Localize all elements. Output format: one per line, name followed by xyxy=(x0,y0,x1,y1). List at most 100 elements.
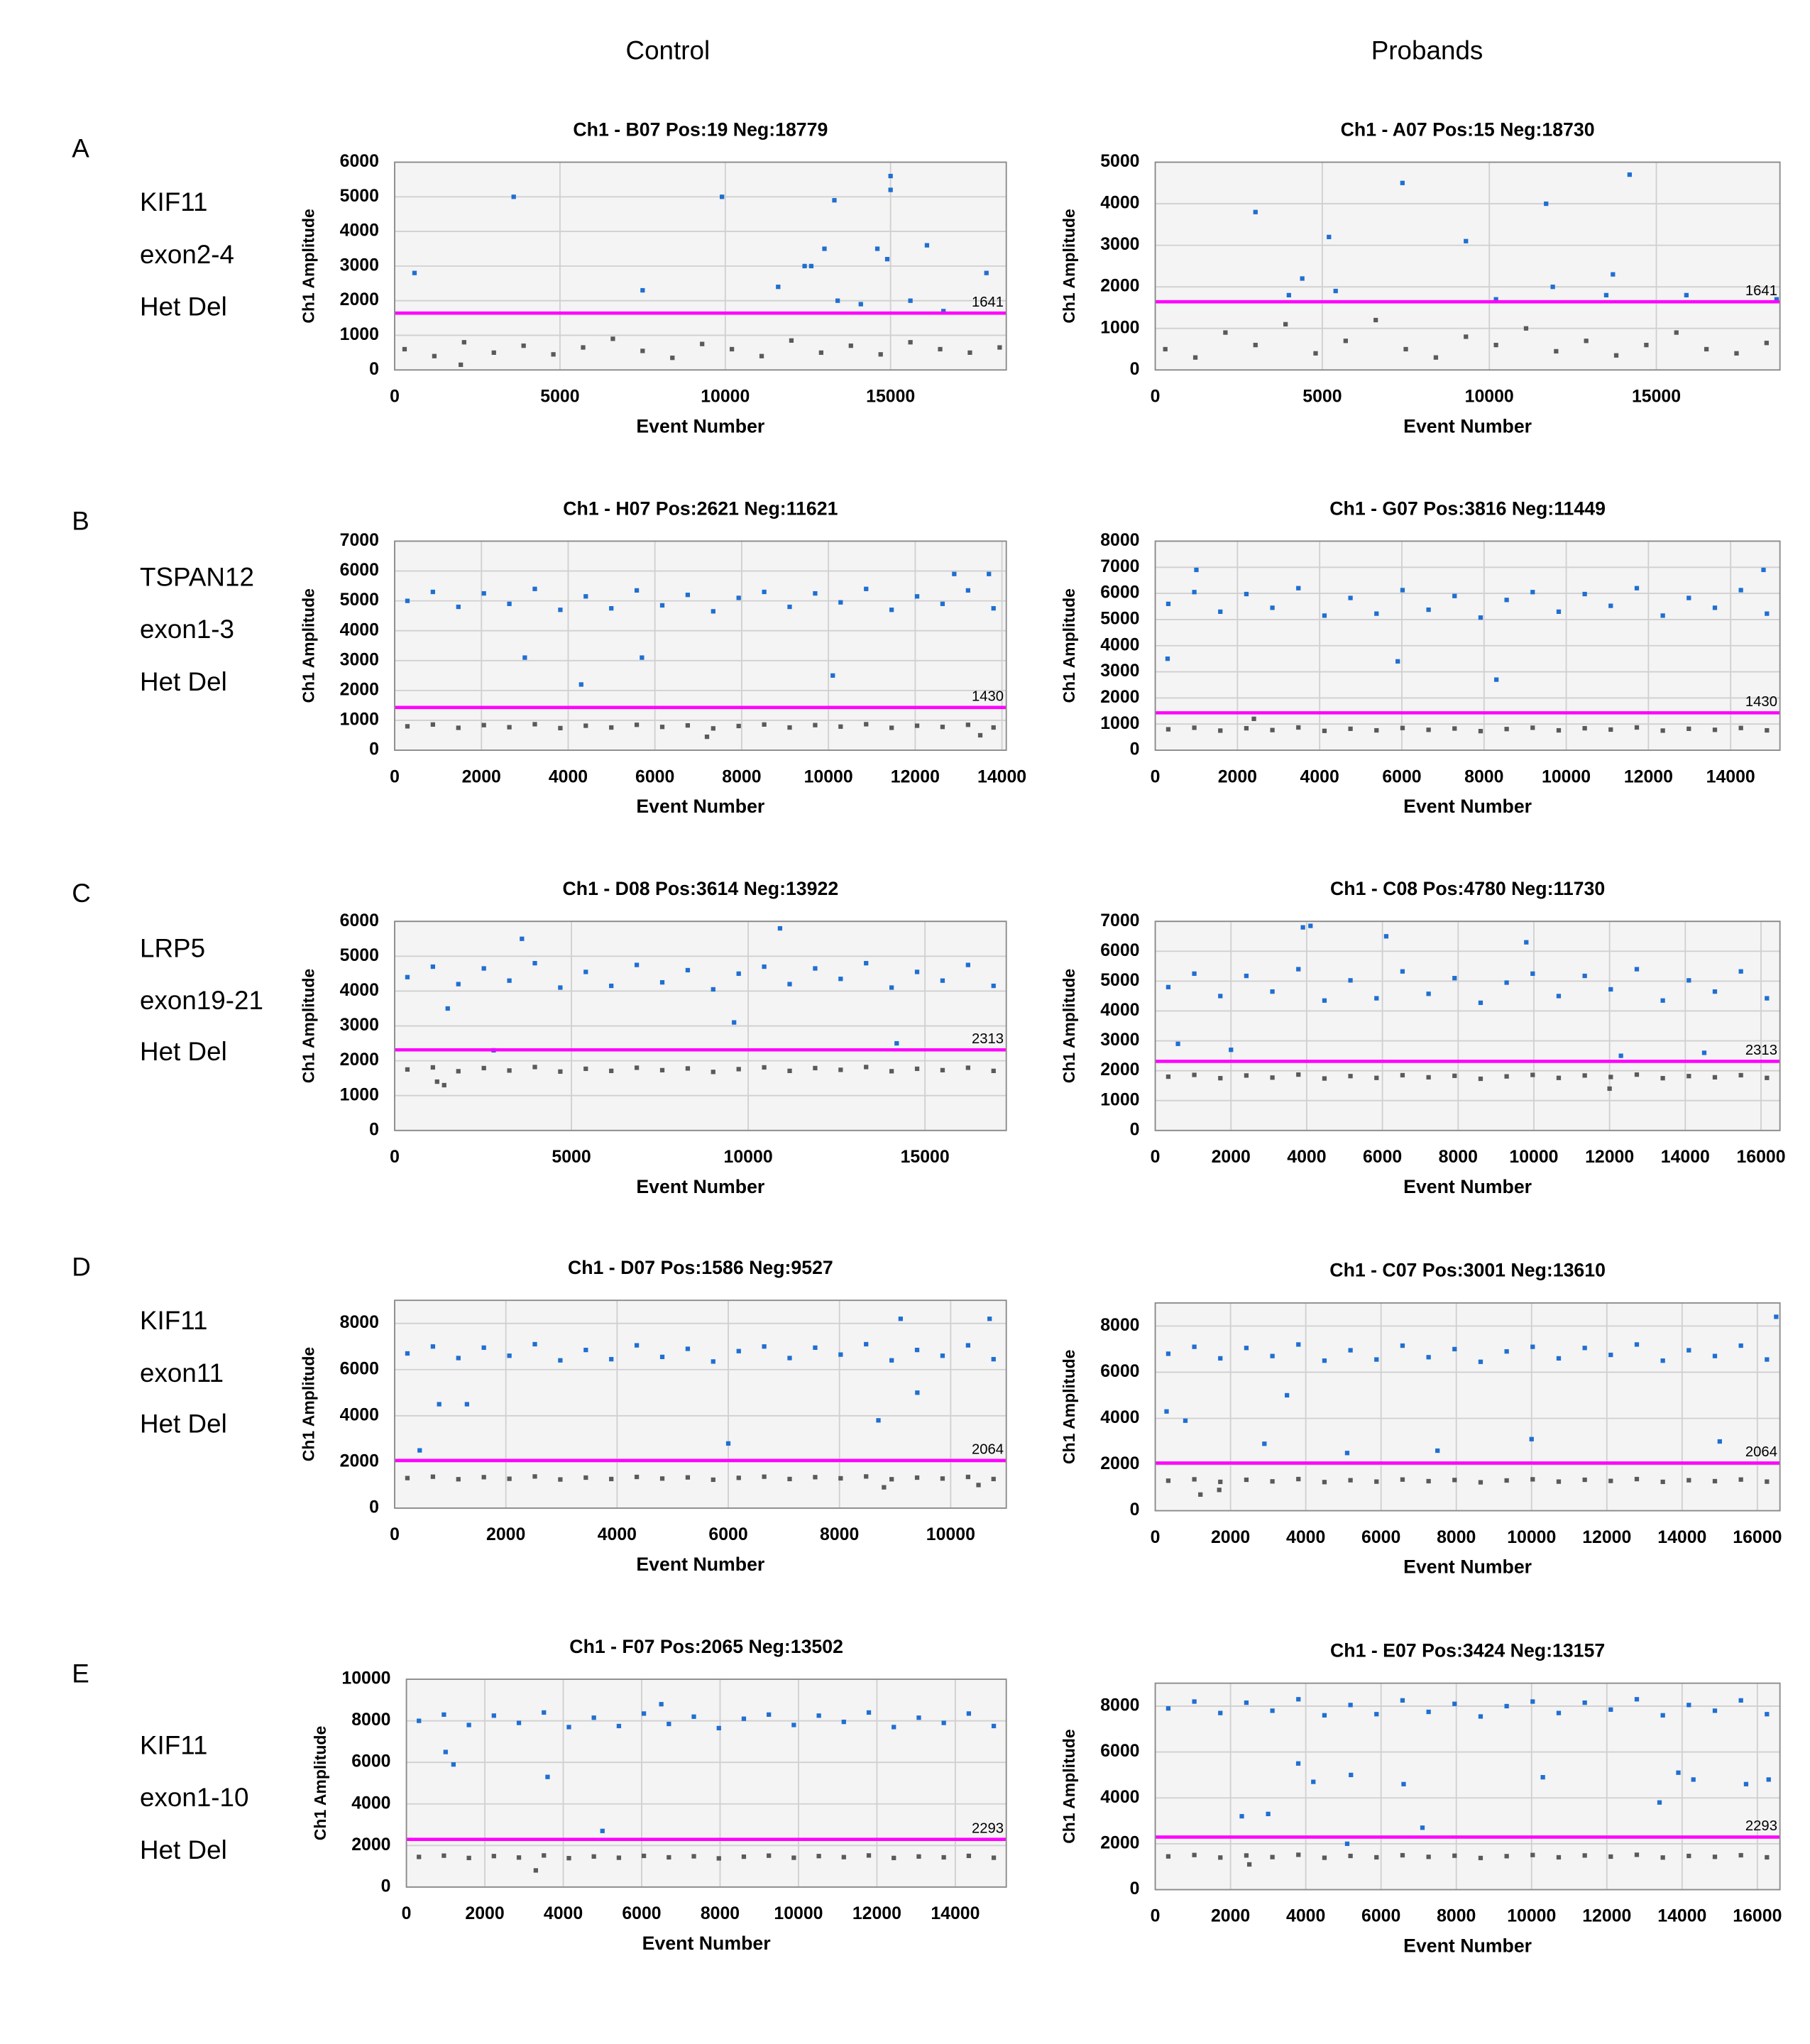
droplet xyxy=(685,593,691,598)
droplet xyxy=(583,1066,588,1072)
droplet xyxy=(838,1352,843,1357)
y-tick-label: 3000 xyxy=(340,1016,379,1035)
x-tick-label: 12000 xyxy=(1585,1148,1634,1167)
droplet xyxy=(813,590,818,596)
x-tick-label: 4000 xyxy=(1300,767,1339,786)
plot-area: 2313 xyxy=(395,925,1007,1088)
droplet xyxy=(430,1344,436,1349)
droplet xyxy=(1218,728,1223,733)
droplet xyxy=(685,1346,691,1351)
y-tick-label: 8000 xyxy=(1100,1696,1139,1715)
droplet xyxy=(610,336,615,341)
droplet xyxy=(776,285,781,290)
droplet xyxy=(915,1390,920,1395)
droplet xyxy=(430,964,436,969)
droplet xyxy=(1712,605,1718,610)
droplet xyxy=(1676,1770,1681,1775)
row-label: exon19-21 xyxy=(140,986,263,1015)
droplet xyxy=(634,588,640,593)
droplet xyxy=(1192,590,1197,595)
droplet xyxy=(466,1722,471,1727)
droplet xyxy=(640,287,645,293)
x-tick-label: 10000 xyxy=(1507,1907,1556,1926)
droplet xyxy=(1426,1855,1431,1859)
droplet xyxy=(864,722,869,727)
droplet xyxy=(1582,1346,1587,1351)
droplet xyxy=(1239,1813,1244,1819)
droplet xyxy=(938,346,943,352)
droplet xyxy=(914,594,920,599)
droplet xyxy=(1765,1357,1770,1362)
droplet xyxy=(1296,1072,1301,1077)
droplet xyxy=(532,1474,537,1479)
droplet xyxy=(609,725,614,730)
droplet xyxy=(1435,1448,1440,1454)
y-tick-label: 4000 xyxy=(340,221,379,241)
row-label: exon2-4 xyxy=(140,240,234,269)
droplet xyxy=(1218,609,1223,615)
droplet xyxy=(965,962,970,967)
y-axis-title: Ch1 Amplitude xyxy=(1060,209,1078,323)
plot-border xyxy=(394,540,1007,751)
y-tick-label: 0 xyxy=(369,1498,379,1517)
droplet xyxy=(1218,1855,1223,1860)
droplet xyxy=(1608,1352,1613,1358)
droplet xyxy=(1165,601,1171,606)
droplet xyxy=(914,1475,920,1480)
y-tick-label: 1000 xyxy=(340,325,379,344)
droplet xyxy=(787,982,792,987)
droplet xyxy=(667,1721,671,1727)
plot-area: 1641 xyxy=(1155,172,1780,360)
plot-background xyxy=(1155,1683,1780,1890)
droplet xyxy=(1165,727,1171,732)
panel-letter: A xyxy=(72,134,89,163)
droplet xyxy=(816,1713,821,1718)
x-tick-label: 6000 xyxy=(1363,1148,1402,1167)
droplet xyxy=(1300,276,1305,281)
droplet xyxy=(1244,1700,1249,1705)
y-tick-label: 5000 xyxy=(1100,971,1139,990)
droplet xyxy=(889,1358,894,1363)
droplet xyxy=(1478,1480,1483,1485)
droplet xyxy=(767,1712,772,1717)
droplet xyxy=(481,1065,486,1071)
chart-title: Ch1 - D07 Pos:1586 Neg:9527 xyxy=(568,1257,833,1278)
x-tick-label: 10000 xyxy=(804,767,853,786)
droplet xyxy=(1348,1853,1353,1859)
y-tick-label: 1000 xyxy=(340,710,379,730)
droplet xyxy=(736,1348,741,1353)
droplet xyxy=(456,725,461,730)
x-tick-label: 10000 xyxy=(1542,767,1591,786)
y-tick-label: 6000 xyxy=(1100,583,1139,603)
droplet xyxy=(659,980,665,985)
x-tick-label: 8000 xyxy=(1437,1907,1476,1926)
droplet xyxy=(711,609,715,614)
droplet xyxy=(965,722,970,727)
chart-title: Ch1 - E07 Pos:3424 Neg:13157 xyxy=(1330,1639,1605,1661)
droplet xyxy=(532,1065,537,1070)
x-tick-label: 14000 xyxy=(1661,1148,1710,1167)
row-label: KIF11 xyxy=(140,187,207,216)
droplet xyxy=(1504,1478,1509,1483)
droplet xyxy=(892,1855,896,1860)
droplet xyxy=(459,362,464,368)
droplet xyxy=(441,1712,446,1717)
droplet xyxy=(884,257,890,262)
droplet xyxy=(417,1718,422,1723)
x-tick-label: 2000 xyxy=(465,1904,504,1923)
y-tick-label: 4000 xyxy=(1100,635,1139,654)
y-tick-label: 2000 xyxy=(340,1451,379,1471)
droplet xyxy=(952,571,957,576)
droplet xyxy=(1244,591,1249,597)
droplet xyxy=(1452,1346,1457,1352)
droplet xyxy=(659,603,665,608)
y-tick-label: 6000 xyxy=(340,911,379,930)
droplet xyxy=(813,722,818,727)
droplet xyxy=(1452,1701,1457,1706)
droplet xyxy=(1262,1441,1267,1446)
droplet xyxy=(924,243,930,248)
droplet xyxy=(1374,1855,1379,1860)
droplet xyxy=(1478,1000,1483,1006)
plot-area: 2313 xyxy=(1155,923,1780,1092)
droplet xyxy=(830,673,835,678)
